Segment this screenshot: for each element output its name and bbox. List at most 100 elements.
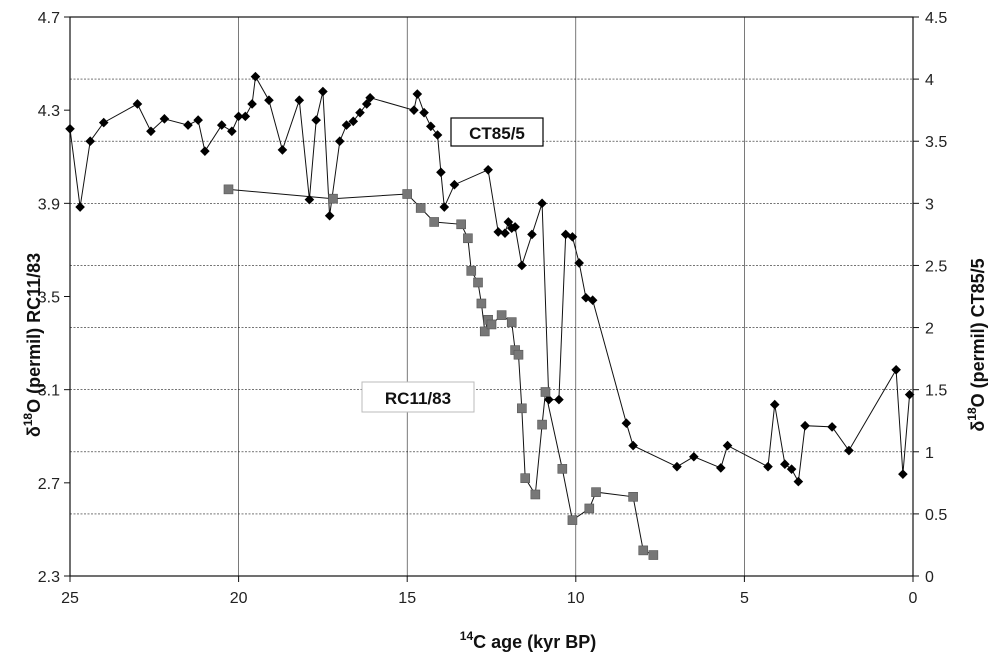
data-point-ct85-5 <box>587 295 598 306</box>
data-point-ct85-5 <box>436 167 446 178</box>
y-right-axis-title-delta: δ <box>968 421 988 432</box>
data-point-ct85-5 <box>769 399 780 410</box>
data-point-ct85-5 <box>240 111 251 122</box>
x-axis-title: 14C age (kyr BP) <box>460 629 596 652</box>
y-right-axis-title-main: O (permil) CT85/5 <box>968 258 988 407</box>
series-label-rc11-83: RC11/83 <box>361 381 475 413</box>
data-point-rc11-83 <box>463 233 473 244</box>
data-point-ct85-5 <box>341 120 352 130</box>
data-point-ct85-5 <box>827 422 837 432</box>
data-point-ct85-5 <box>581 292 591 303</box>
data-point-ct85-5 <box>304 194 315 205</box>
data-point-ct85-5 <box>294 95 305 106</box>
data-point-ct85-5 <box>146 126 156 137</box>
data-point-ct85-5 <box>361 99 372 109</box>
data-point-rc11-83 <box>506 317 517 327</box>
data-point-ct85-5 <box>227 126 237 137</box>
data-point-ct85-5 <box>311 115 321 125</box>
series-label-rc11-83-text: RC11/83 <box>385 389 451 408</box>
data-point-ct85-5 <box>510 222 520 232</box>
data-point-ct85-5 <box>628 440 638 451</box>
data-point-ct85-5 <box>574 258 584 268</box>
data-point-ct85-5 <box>355 107 365 118</box>
data-point-rc11-83 <box>540 387 551 397</box>
data-point-rc11-83 <box>496 310 507 320</box>
data-point-ct85-5 <box>793 476 804 487</box>
data-point-ct85-5 <box>844 445 854 456</box>
data-point-ct85-5 <box>904 389 915 400</box>
x-tick-label: 25 <box>61 590 79 607</box>
y-right-tick-label: 3.5 <box>925 134 947 151</box>
x-axis-ticks: 25 20 15 10 5 0 <box>61 576 918 607</box>
data-point-ct85-5 <box>75 202 85 212</box>
y-left-tick-label: 4.3 <box>38 103 60 120</box>
series-marks <box>65 71 915 560</box>
data-point-ct85-5 <box>412 89 423 99</box>
data-point-ct85-5 <box>324 210 335 221</box>
data-point-ct85-5 <box>715 463 726 473</box>
y-left-axis-title-delta: δ <box>24 426 44 437</box>
data-point-rc11-83 <box>567 515 578 525</box>
y-right-tick-label: 4 <box>925 72 934 89</box>
data-point-rc11-83 <box>223 184 234 195</box>
data-point-ct85-5 <box>250 71 261 82</box>
data-point-rc11-83 <box>429 217 439 227</box>
data-point-ct85-5 <box>233 111 244 122</box>
y-right-axis-title: δ18O (permil) CT85/5 <box>965 258 988 431</box>
data-point-ct85-5 <box>780 459 790 469</box>
series-label-rc11-83-box <box>361 381 475 413</box>
data-point-ct85-5 <box>503 217 514 227</box>
x-tick-label: 5 <box>740 590 749 607</box>
y-right-axis-ticks: 0 0.5 1 1.5 2 2.5 3 3.5 4 4.5 <box>913 10 947 586</box>
data-point-ct85-5 <box>216 120 227 130</box>
data-point-ct85-5 <box>85 136 96 147</box>
data-point-ct85-5 <box>132 99 143 109</box>
data-point-ct85-5 <box>763 461 773 472</box>
data-point-ct85-5 <box>800 420 810 431</box>
data-point-ct85-5 <box>554 394 564 405</box>
x-tick-label: 0 <box>909 590 918 607</box>
data-point-ct85-5 <box>193 115 203 125</box>
data-point-ct85-5 <box>544 394 554 405</box>
y-right-tick-label: 0.5 <box>925 507 947 524</box>
grid <box>69 16 914 577</box>
x-tick-label: 15 <box>398 590 416 607</box>
data-point-rc11-83 <box>456 219 466 230</box>
y-left-axis-title-sup: 18 <box>21 413 35 427</box>
y-right-tick-label: 4.5 <box>925 10 947 27</box>
data-point-rc11-83 <box>415 203 426 213</box>
axes <box>69 16 914 577</box>
data-point-ct85-5 <box>334 136 345 147</box>
y-left-axis-ticks: 2.3 2.7 3.1 3.5 3.9 4.3 4.7 <box>38 10 70 586</box>
x-axis-title-main: C age (kyr BP) <box>473 632 596 652</box>
data-point-ct85-5 <box>200 146 210 156</box>
y-right-tick-label: 1.5 <box>925 383 947 400</box>
y-left-tick-label: 2.3 <box>38 569 60 586</box>
plot-frame <box>69 16 914 577</box>
data-point-rc11-83 <box>479 326 490 337</box>
y-left-tick-label: 3.9 <box>38 196 60 213</box>
data-point-ct85-5 <box>247 99 257 109</box>
data-point-ct85-5 <box>517 260 527 271</box>
y-left-tick-label: 3.5 <box>38 290 60 307</box>
data-point-ct85-5 <box>689 451 699 462</box>
data-point-rc11-83 <box>591 487 601 497</box>
data-point-rc11-83 <box>402 189 413 199</box>
series-label-ct85-5-text: CT85/5 <box>469 124 525 143</box>
data-point-ct85-5 <box>264 95 274 106</box>
x-axis-title-sup: 14 <box>460 629 474 643</box>
y-left-tick-label: 2.7 <box>38 476 60 493</box>
x-tick-label: 20 <box>230 590 248 607</box>
data-point-ct85-5 <box>537 198 547 209</box>
data-point-rc11-83 <box>557 464 568 474</box>
y-right-tick-label: 0 <box>925 569 934 586</box>
data-point-rc11-83 <box>486 319 497 330</box>
data-point-ct85-5 <box>419 107 429 118</box>
data-point-ct85-5 <box>483 164 493 175</box>
y-left-tick-label: 3.1 <box>38 383 60 400</box>
data-point-ct85-5 <box>449 179 460 190</box>
data-point-ct85-5 <box>409 105 419 115</box>
data-point-ct85-5 <box>898 469 908 479</box>
data-point-ct85-5 <box>891 364 901 375</box>
data-point-ct85-5 <box>493 227 504 237</box>
